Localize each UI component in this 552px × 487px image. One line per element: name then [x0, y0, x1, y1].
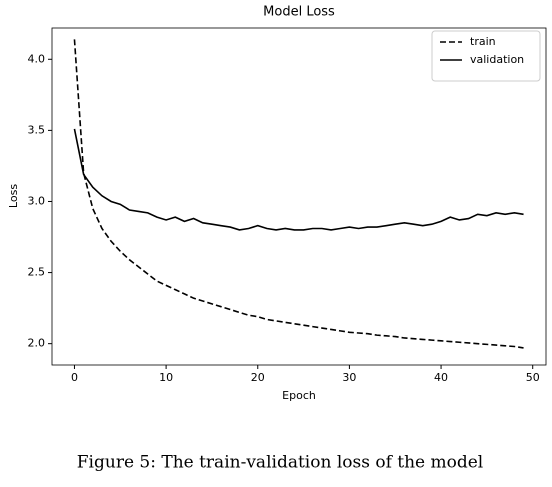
plot-frame	[51, 27, 547, 366]
legend-box	[431, 30, 541, 82]
chart-title: Model Loss	[263, 5, 335, 20]
x-axis-label: Epoch	[282, 389, 316, 402]
x-tick-label: 10	[159, 371, 173, 384]
legend-label: train	[470, 35, 496, 48]
caption: Figure 5: The train-validation loss of t…	[77, 453, 484, 473]
y-tick-label: 3.0	[28, 194, 46, 207]
y-tick-label: 4.0	[28, 52, 46, 65]
x-tick-label: 0	[71, 371, 78, 384]
x-tick-label: 50	[526, 371, 540, 384]
x-tick-label: 30	[342, 371, 356, 384]
y-tick-label: 2.5	[28, 266, 46, 279]
series-line	[73, 39, 524, 349]
y-tick-label: 3.5	[28, 123, 46, 136]
legend-label: validation	[470, 53, 524, 66]
y-tick-label: 2.0	[28, 337, 46, 350]
series-line	[73, 128, 524, 231]
x-tick-label: 40	[434, 371, 448, 384]
y-axis-label: Loss	[7, 184, 20, 208]
x-tick-label: 20	[251, 371, 265, 384]
